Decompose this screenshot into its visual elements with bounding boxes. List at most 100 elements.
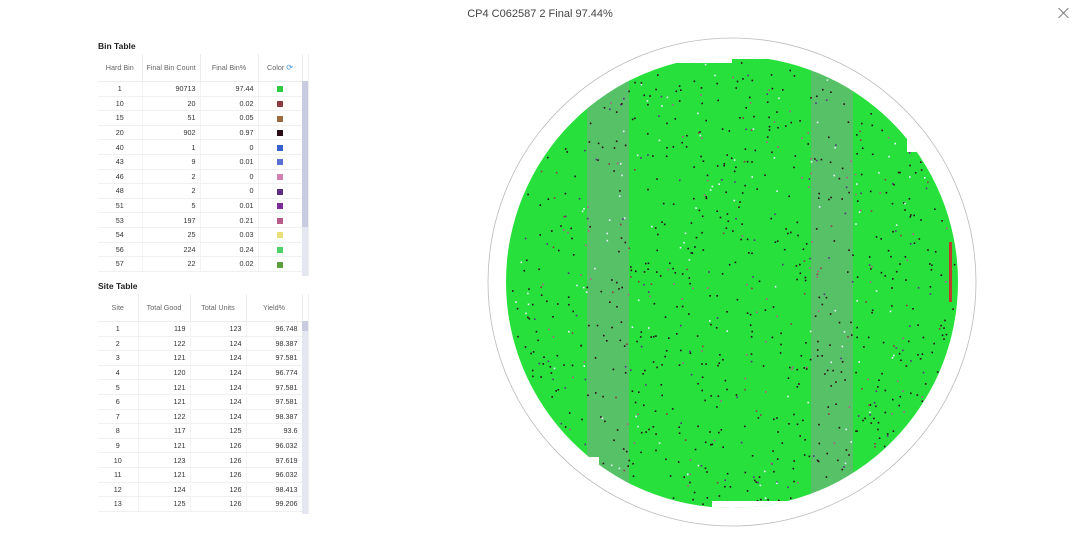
bin-row[interactable]: 53 197 0.21 — [98, 212, 303, 228]
defect-die — [929, 286, 932, 288]
site-row[interactable]: 8 117 125 93.6 — [98, 423, 303, 439]
defect-die — [745, 128, 747, 131]
bin-row[interactable]: 10 20 0.02 — [98, 96, 303, 112]
defect-die — [615, 396, 617, 399]
bin-header-count[interactable]: Final Bin Count — [142, 54, 201, 82]
defect-die — [649, 295, 651, 298]
defect-die — [645, 431, 647, 433]
bin-row[interactable]: 48 2 0 — [98, 183, 303, 199]
color-swatch[interactable] — [277, 203, 283, 210]
color-swatch[interactable] — [277, 100, 283, 107]
site-row[interactable]: 1 119 123 96.748 — [98, 321, 303, 337]
site-table-scroll-thumb[interactable] — [302, 321, 308, 331]
bin-cell-hard-bin: 1 — [98, 81, 143, 97]
site-cell-yield: 97.581 — [246, 350, 303, 366]
bin-row[interactable]: 56 224 0.24 — [98, 242, 303, 258]
site-header-good[interactable]: Total Good — [138, 294, 191, 322]
defect-die — [692, 498, 694, 501]
site-row[interactable]: 10 123 126 97.619 — [98, 452, 303, 468]
defect-die — [634, 81, 636, 84]
defect-die — [797, 482, 799, 484]
bin-header-hard-bin[interactable]: Hard Bin — [98, 54, 143, 82]
defect-die — [646, 100, 649, 102]
site-row[interactable]: 3 121 124 97.581 — [98, 350, 303, 366]
defect-die — [822, 88, 824, 91]
site-row[interactable]: 9 121 126 96.032 — [98, 438, 303, 454]
defect-die — [857, 415, 860, 417]
defect-die — [864, 417, 866, 420]
defect-die — [726, 213, 729, 215]
defect-die — [847, 336, 849, 338]
bin-row[interactable]: 51 5 0.01 — [98, 198, 303, 214]
bin-row[interactable]: 57 22 0.02 — [98, 256, 303, 272]
defect-die — [704, 467, 707, 470]
site-row[interactable]: 7 122 124 98.387 — [98, 409, 303, 425]
defect-die — [637, 299, 640, 302]
site-table-scrollbar[interactable] — [302, 321, 308, 514]
site-row[interactable]: 12 124 126 98.413 — [98, 482, 303, 498]
defect-die — [760, 414, 762, 416]
wafer-map[interactable] — [487, 37, 977, 527]
defect-die — [568, 412, 571, 414]
defect-die — [660, 95, 663, 98]
site-row[interactable]: 13 125 126 99.206 — [98, 496, 303, 512]
color-swatch[interactable] — [277, 130, 283, 137]
color-swatch[interactable] — [277, 159, 283, 166]
close-icon[interactable] — [1057, 6, 1071, 20]
site-row[interactable]: 6 121 124 97.581 — [98, 394, 303, 410]
defect-die — [621, 286, 623, 289]
defect-die — [630, 369, 632, 371]
defect-die — [639, 336, 642, 338]
defect-die — [688, 277, 691, 279]
bin-table-scrollbar[interactable] — [302, 81, 308, 276]
color-swatch[interactable] — [277, 86, 283, 93]
defect-die — [547, 360, 550, 363]
bin-header-color[interactable]: Color ⟳ — [258, 54, 303, 82]
bin-header-pct[interactable]: Final Bin% — [200, 54, 259, 82]
site-row[interactable]: 2 122 124 98.387 — [98, 336, 303, 352]
bin-row[interactable]: 46 2 0 — [98, 169, 303, 185]
defect-die — [835, 144, 837, 146]
color-swatch[interactable] — [277, 144, 283, 151]
defect-die — [688, 259, 691, 261]
defect-die — [595, 392, 597, 394]
color-swatch[interactable] — [277, 115, 283, 122]
defect-die — [920, 169, 923, 171]
site-header-yield[interactable]: Yield% — [246, 294, 303, 322]
site-header-site[interactable]: Site — [98, 294, 139, 322]
bin-row[interactable]: 43 9 0.01 — [98, 154, 303, 170]
color-swatch[interactable] — [277, 261, 283, 268]
defect-die — [887, 136, 890, 139]
defect-die — [570, 227, 572, 230]
defect-die — [914, 172, 917, 174]
site-row[interactable]: 11 121 126 96.032 — [98, 467, 303, 483]
bin-row[interactable]: 1 90713 97.44 — [98, 81, 303, 97]
defect-die — [746, 312, 749, 314]
color-swatch[interactable] — [277, 246, 283, 253]
color-swatch[interactable] — [277, 188, 283, 195]
defect-die — [751, 79, 754, 82]
defect-die — [567, 231, 569, 234]
defect-die — [557, 389, 560, 391]
bin-row[interactable]: 15 51 0.05 — [98, 110, 303, 126]
defect-die — [700, 155, 702, 158]
bin-row[interactable]: 20 902 0.97 — [98, 125, 303, 141]
site-row[interactable]: 4 120 124 96.774 — [98, 365, 303, 381]
site-cell-site: 3 — [98, 350, 139, 366]
site-header-units[interactable]: Total Units — [190, 294, 247, 322]
refresh-icon[interactable]: ⟳ — [286, 63, 293, 72]
bin-table[interactable]: Hard Bin Final Bin Count Final Bin% Colo… — [98, 54, 309, 276]
defect-die — [873, 401, 876, 404]
bin-table-scroll-thumb[interactable] — [302, 81, 308, 227]
defect-die — [744, 388, 746, 391]
site-table[interactable]: Site Total Good Total Units Yield% 1 119 1… — [98, 294, 309, 514]
bin-row[interactable]: 40 1 0 — [98, 139, 303, 155]
bin-cell-color — [258, 125, 303, 141]
defect-die — [808, 186, 810, 188]
site-row[interactable]: 5 121 124 97.581 — [98, 379, 303, 395]
bin-row[interactable]: 54 25 0.03 — [98, 227, 303, 243]
color-swatch[interactable] — [277, 173, 283, 180]
color-swatch[interactable] — [277, 217, 283, 224]
bin-table-title: Bin Table — [98, 41, 136, 51]
color-swatch[interactable] — [277, 232, 283, 239]
